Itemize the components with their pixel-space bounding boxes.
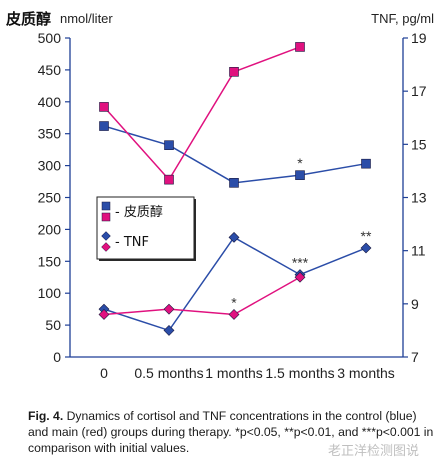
data-point-square (99, 102, 109, 112)
right-tick-label: 19 (411, 30, 427, 46)
data-point-square (295, 170, 305, 180)
significance-marker: * (231, 294, 237, 310)
data-point-square (361, 158, 371, 169)
x-tick-label: 3 months (337, 365, 395, 381)
data-point-diamond (163, 303, 175, 315)
left-tick-label: 250 (38, 190, 62, 206)
left-tick-label: 300 (38, 158, 62, 174)
significance-marker: *** (292, 255, 309, 271)
legend-marker-diamond (101, 242, 111, 252)
data-point-diamond (98, 309, 110, 320)
watermark: 老正洋检测图说 (328, 444, 420, 459)
data-point-diamond (294, 271, 306, 283)
right-tick-label: 11 (411, 243, 426, 259)
data-point-diamond (228, 231, 240, 243)
left-tick-label: 500 (38, 30, 62, 46)
data-point-square (229, 67, 239, 77)
series-line-main-right (103, 276, 301, 316)
legend-marker-diamond (101, 231, 111, 241)
left-tick-label: 400 (38, 94, 62, 110)
caption-text: Dynamics of cortisol and TNF concentrati… (28, 409, 434, 455)
data-point-diamond (360, 242, 372, 254)
left-axis-unit: nmol/liter (60, 11, 113, 26)
data-point-square (99, 121, 109, 131)
x-tick-label: 1.5 months (265, 365, 334, 381)
right-tick-label: 13 (411, 190, 427, 206)
significance-marker: ** (361, 228, 372, 244)
legend: - 皮质醇 - TNF (96, 196, 196, 261)
data-point-square (164, 174, 174, 185)
x-tick-label: 1 months (205, 365, 263, 381)
left-tick-label: 0 (53, 349, 61, 365)
series-line-control-left (103, 125, 367, 184)
legend-label: - 皮质醇 (115, 204, 163, 220)
data-point-square (295, 42, 305, 52)
left-tick-label: 200 (38, 221, 62, 237)
data-point-diamond (163, 324, 175, 336)
left-tick-label: 450 (38, 62, 62, 78)
chart: 0 50 100 150 200 250 300 350 400 450 500 7 9 11 13 15 17… (6, 10, 434, 381)
data-point-square (164, 140, 174, 150)
significance-marker: * (297, 155, 303, 171)
right-tick-label: 17 (411, 83, 427, 99)
data-point-diamond (228, 309, 240, 320)
series-lines (103, 46, 367, 332)
x-tick-label: 0 (100, 365, 108, 381)
series-markers (98, 42, 372, 336)
left-tick-label: 100 (38, 285, 62, 301)
data-point-square (229, 178, 239, 188)
x-tick-label: 0.5 months (134, 365, 203, 381)
left-tick-label: 50 (45, 317, 61, 333)
right-tick-label: 7 (411, 349, 419, 365)
axes (65, 37, 408, 358)
right-tick-label: 15 (411, 136, 427, 152)
left-tick-label: 150 (38, 253, 62, 269)
figure-caption: Fig. 4. Dynamics of cortisol and TNF con… (28, 408, 438, 456)
left-axis-unit-cn: 皮质醇 (6, 10, 51, 28)
legend-marker-square (101, 201, 111, 211)
series-line-main-left (103, 46, 301, 181)
right-tick-label: 9 (411, 296, 419, 312)
legend-label: - TNF (115, 235, 149, 250)
tick-labels: 0 50 100 150 200 250 300 350 400 450 500 7 9 11 13 15 17… (38, 30, 427, 381)
caption-label: Fig. 4. (28, 409, 64, 423)
legend-marker-square (101, 212, 111, 222)
right-axis-unit: TNF, pg/ml (371, 11, 434, 26)
significance-annotations: ******* (231, 155, 372, 310)
left-tick-label: 350 (38, 126, 62, 142)
legend-box (96, 196, 195, 260)
